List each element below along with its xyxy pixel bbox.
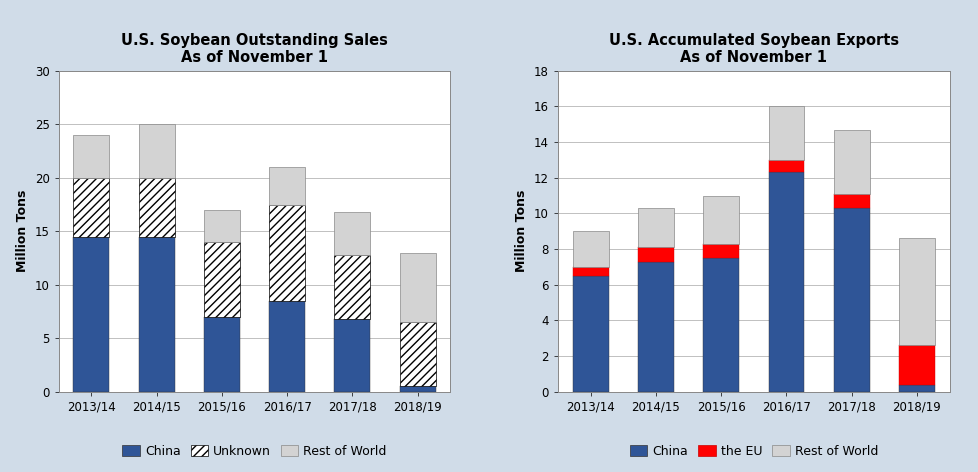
Legend: China, the EU, Rest of World: China, the EU, Rest of World	[624, 440, 882, 463]
Bar	[334, 212, 370, 255]
Bar	[638, 208, 673, 247]
Bar	[898, 385, 934, 392]
Bar	[702, 244, 738, 258]
Bar	[833, 194, 868, 208]
Bar	[638, 247, 673, 261]
Bar	[334, 319, 370, 392]
Bar	[139, 178, 174, 236]
Bar	[399, 253, 435, 322]
Bar	[269, 301, 305, 392]
Bar	[898, 238, 934, 346]
Bar	[139, 236, 174, 392]
Bar	[768, 160, 804, 172]
Bar	[768, 107, 804, 160]
Bar	[203, 210, 240, 242]
Bar	[73, 236, 110, 392]
Bar	[269, 167, 305, 204]
Bar	[702, 195, 738, 244]
Bar	[572, 267, 608, 276]
Bar	[269, 204, 305, 301]
Bar	[73, 178, 110, 236]
Bar	[73, 135, 110, 178]
Bar	[702, 258, 738, 392]
Bar	[638, 261, 673, 392]
Bar	[203, 242, 240, 317]
Bar	[399, 387, 435, 392]
Bar	[833, 208, 868, 392]
Bar	[768, 172, 804, 392]
Y-axis label: Million Tons: Million Tons	[17, 190, 29, 272]
Y-axis label: Million Tons: Million Tons	[515, 190, 528, 272]
Title: U.S. Accumulated Soybean Exports
As of November 1: U.S. Accumulated Soybean Exports As of N…	[608, 33, 898, 66]
Bar	[334, 255, 370, 319]
Bar	[139, 124, 174, 178]
Bar	[833, 130, 868, 194]
Title: U.S. Soybean Outstanding Sales
As of November 1: U.S. Soybean Outstanding Sales As of Nov…	[121, 33, 387, 66]
Legend: China, Unknown, Rest of World: China, Unknown, Rest of World	[117, 440, 391, 463]
Bar	[898, 346, 934, 385]
Bar	[572, 276, 608, 392]
Bar	[203, 317, 240, 392]
Bar	[399, 322, 435, 387]
Bar	[572, 231, 608, 267]
